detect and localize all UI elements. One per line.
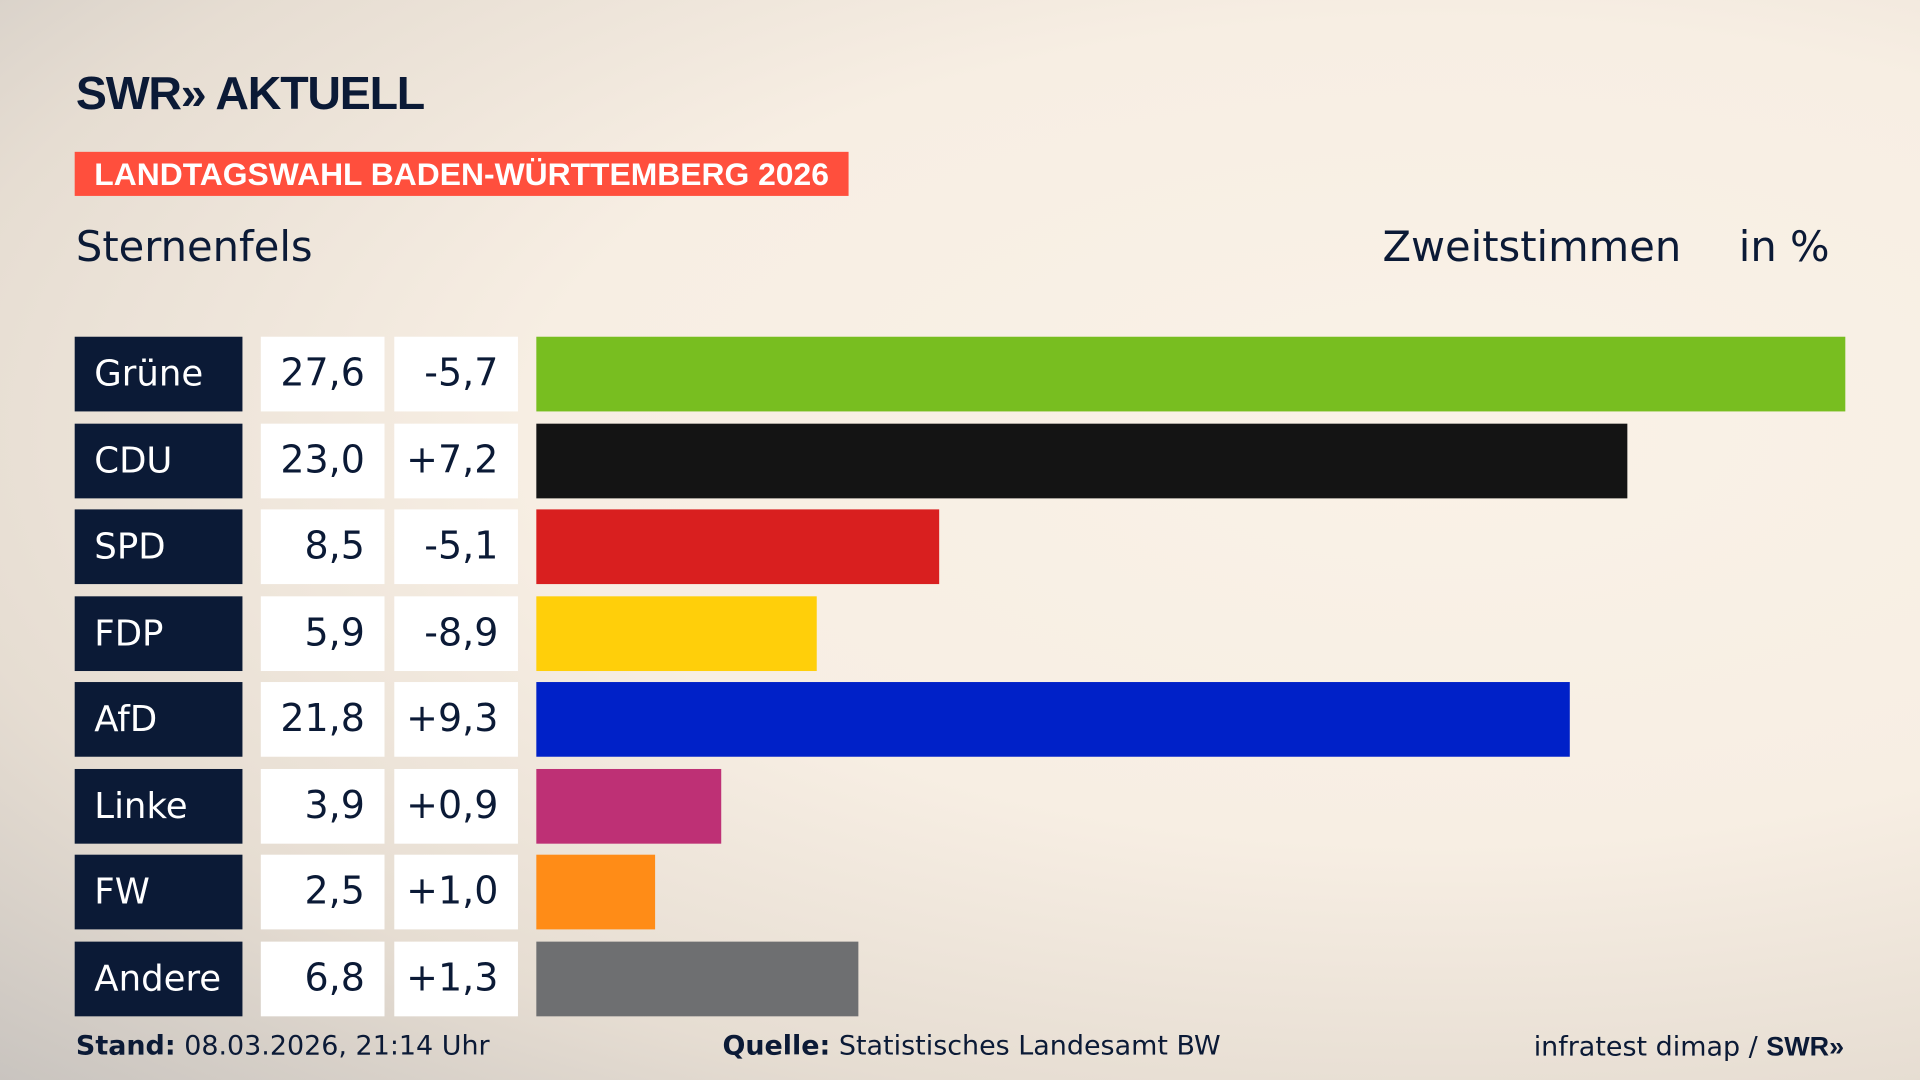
credit-text: infratest dimap /: [1533, 1032, 1767, 1063]
value-label: 2,5: [260, 854, 385, 930]
stand-value: 08.03.2026, 21:14 Uhr: [184, 1031, 490, 1062]
bar: [536, 768, 722, 844]
change-label: +1,0: [394, 854, 518, 930]
value-label: 23,0: [260, 423, 385, 498]
credit: infratest dimap / SWR»: [1534, 1031, 1844, 1063]
bar: [536, 682, 1571, 757]
change-label: +7,2: [394, 423, 518, 498]
bar: [536, 854, 655, 930]
change-label: -8,9: [394, 595, 518, 671]
bar: [536, 941, 859, 1016]
stand-label: Stand:: [75, 1031, 176, 1062]
value-label: 8,5: [260, 509, 385, 585]
value-label: 27,6: [260, 336, 385, 412]
election-banner: LANDTAGSWAHL BADEN-WÜRTTEMBERG 2026: [74, 151, 849, 196]
change-label: +9,3: [394, 682, 518, 757]
party-label: Grüne: [74, 336, 243, 412]
party-label: CDU: [74, 423, 243, 498]
value-label: 6,8: [260, 941, 385, 1016]
party-label: FW: [74, 854, 243, 930]
party-label: SPD: [74, 509, 243, 585]
place-title: Sternenfels: [75, 222, 313, 272]
source-label: Quelle:: [722, 1031, 831, 1062]
swr-logo: SWR»: [1766, 1031, 1845, 1062]
party-label: Andere: [74, 941, 243, 1016]
value-label: 3,9: [260, 768, 385, 844]
swr-aktuell-logo: SWR» AKTUELL: [75, 68, 425, 121]
change-label: +0,9: [394, 768, 518, 844]
bar: [536, 595, 817, 671]
value-label: 5,9: [260, 595, 385, 671]
source-value: Statistisches Landesamt BW: [838, 1031, 1221, 1062]
unit-label: in %: [1738, 222, 1830, 272]
bar: [536, 509, 940, 585]
change-label: -5,1: [394, 509, 518, 585]
party-label: AfD: [74, 682, 243, 757]
timestamp: Stand: 08.03.2026, 21:14 Uhr: [76, 1031, 490, 1062]
source: Quelle: Statistisches Landesamt BW: [722, 1031, 1220, 1062]
bar: [536, 423, 1628, 498]
change-label: -5,7: [394, 336, 518, 412]
party-label: FDP: [74, 595, 243, 671]
party-label: Linke: [74, 768, 243, 844]
measure-label: Zweitstimmen: [1382, 222, 1682, 272]
change-label: +1,3: [394, 941, 518, 1016]
bar: [536, 336, 1846, 412]
value-label: 21,8: [260, 682, 385, 757]
